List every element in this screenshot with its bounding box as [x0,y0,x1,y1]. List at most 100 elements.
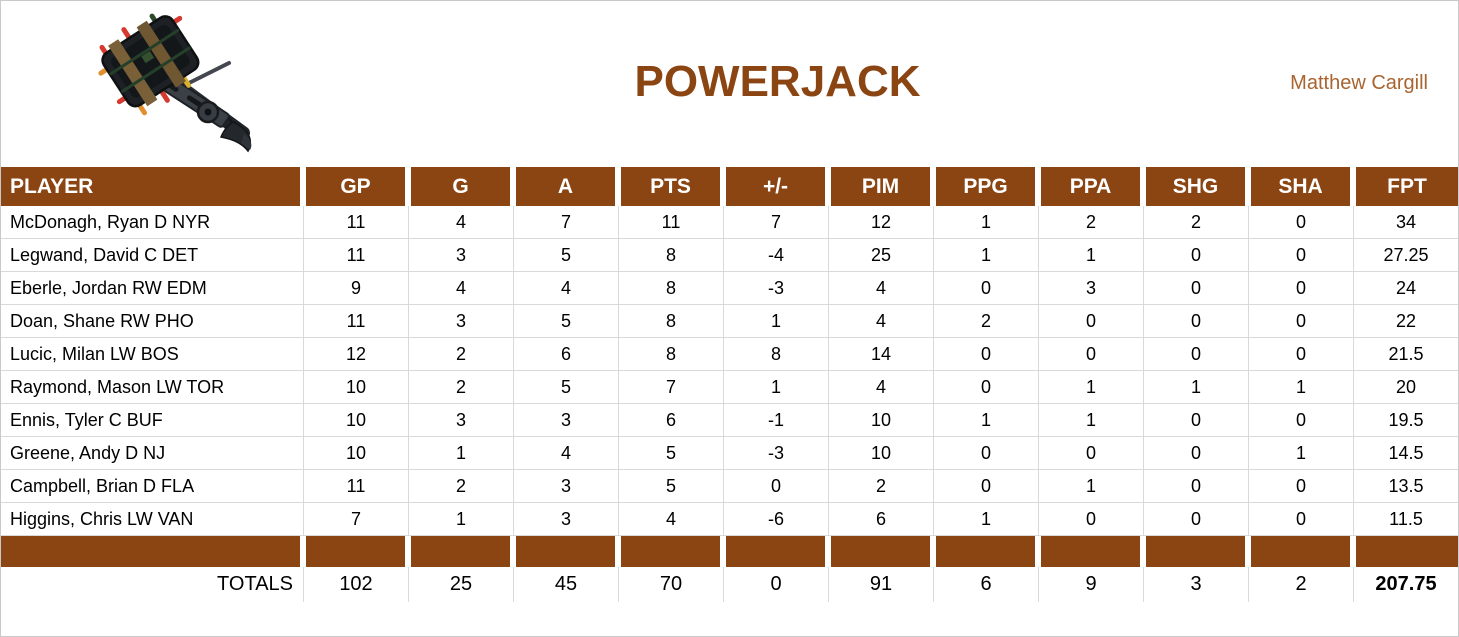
stat-cell: 1 [1248,437,1353,469]
table-row: Ennis, Tyler C BUF 10 3 3 6 -1 10 1 1 0 0 19.5 [1,404,1458,437]
table-row: Greene, Andy D NJ 10 1 4 5 -3 10 0 0 0 1 14.5 [1,437,1458,470]
stat-cell: 8 [618,272,723,304]
stat-cell: 0 [723,470,828,502]
player-name-cell: Higgins, Chris LW VAN [10,509,194,529]
stat-cell: 2 [828,470,933,502]
stat-cell: 10 [828,437,933,469]
stats-table: PLAYER GP G A PTS +/- PIM PPG PPA SHG SHA FPT McDona… [1,167,1458,602]
stat-cell: 0 [1143,239,1248,271]
stat-cell: 2 [1038,206,1143,238]
total-value-cell: 70 [618,567,723,602]
stat-cell: 9 [303,272,408,304]
stat-cell: 0 [933,272,1038,304]
stat-cell: 10 [303,437,408,469]
table-row: Lucic, Milan LW BOS 12 2 6 8 8 14 0 0 0 0 21.5 [1,338,1458,371]
player-name-cell: McDonagh, Ryan D NYR [10,212,211,232]
table-row: Eberle, Jordan RW EDM 9 4 4 8 -3 4 0 3 0 0 24 [1,272,1458,305]
player-name-cell: Doan, Shane RW PHO [10,311,194,331]
stat-cell: 0 [1143,503,1248,535]
player-name-cell: Eberle, Jordan RW EDM [10,278,207,298]
separator-cell [1143,536,1248,567]
stat-cell: 24 [1353,272,1458,304]
table-row: Legwand, David C DET 11 3 5 8 -4 25 1 1 0 0 27.25 [1,239,1458,272]
stat-cell: 20 [1353,371,1458,403]
stat-cell: 0 [1248,305,1353,337]
stat-cell: 0 [1143,272,1248,304]
stat-cell: 0 [1143,470,1248,502]
stat-cell: 0 [1248,206,1353,238]
page-title: POWERJACK [634,57,921,106]
stat-cell: 5 [618,470,723,502]
report-header: POWERJACK Matthew Cargill [1,1,1458,167]
column-header-gp: GP [303,167,408,206]
stat-cell: 4 [513,272,618,304]
powerjack-weapon-image [98,13,252,153]
column-header-ppa: PPA [1038,167,1143,206]
stat-cell: 1 [1143,371,1248,403]
stat-cell: 5 [618,437,723,469]
column-header-player: PLAYER [1,167,303,206]
stat-cell: 21.5 [1353,338,1458,370]
stat-cell: 10 [303,371,408,403]
owner-name: Matthew Cargill [1290,72,1428,94]
stat-cell: 3 [408,305,513,337]
stat-cell: 1 [408,437,513,469]
table-totals-row: TOTALS 102 25 45 70 0 91 6 9 3 2 207.75 [1,567,1458,602]
stat-cell: 19.5 [1353,404,1458,436]
stat-cell: 1 [933,239,1038,271]
stat-cell: 0 [1248,503,1353,535]
stat-cell: 6 [513,338,618,370]
stat-cell: 0 [1038,338,1143,370]
total-value-cell: 102 [303,567,408,602]
separator-cell [1,536,303,567]
stat-cell: 2 [408,470,513,502]
total-value-cell: 0 [723,567,828,602]
stat-cell: 0 [1038,437,1143,469]
total-value-cell: 9 [1038,567,1143,602]
stat-cell: 14.5 [1353,437,1458,469]
stat-cell: 4 [828,371,933,403]
total-value-cell: 25 [408,567,513,602]
player-name-cell: Campbell, Brian D FLA [10,476,195,496]
separator-cell [618,536,723,567]
stat-cell: 3 [408,404,513,436]
table-row: Higgins, Chris LW VAN 7 1 3 4 -6 6 1 0 0 0 11.5 [1,503,1458,536]
stat-cell: 4 [408,206,513,238]
stat-cell: 11 [303,206,408,238]
stat-cell: 12 [828,206,933,238]
total-value-cell: 45 [513,567,618,602]
stat-cell: 0 [1248,404,1353,436]
stat-cell: 1 [723,371,828,403]
stat-cell: 7 [513,206,618,238]
stat-cell: 5 [513,239,618,271]
stat-cell: -1 [723,404,828,436]
stat-cell: 0 [1143,305,1248,337]
player-name-cell: Greene, Andy D NJ [10,443,166,463]
player-name-cell: Raymond, Mason LW TOR [10,377,225,397]
stat-cell: 3 [513,404,618,436]
column-header-shg: SHG [1143,167,1248,206]
column-header-ppg: PPG [933,167,1038,206]
stat-cell: 0 [933,437,1038,469]
separator-cell [828,536,933,567]
stat-cell: 2 [408,371,513,403]
stat-cell: -3 [723,437,828,469]
stat-cell: 2 [1143,206,1248,238]
stat-cell: 3 [1038,272,1143,304]
separator-row [1,536,1458,567]
stat-cell: 13.5 [1353,470,1458,502]
total-value-cell: 207.75 [1353,567,1458,602]
player-name-cell: Ennis, Tyler C BUF [10,410,163,430]
stat-cell: 0 [1143,437,1248,469]
stat-cell: 5 [513,305,618,337]
total-value-cell: 3 [1143,567,1248,602]
stat-cell: 8 [618,305,723,337]
separator-cell [408,536,513,567]
stat-cell: 11 [303,239,408,271]
column-header-: +/- [723,167,828,206]
stat-cell: 27.25 [1353,239,1458,271]
stat-cell: 10 [303,404,408,436]
stat-cell: -4 [723,239,828,271]
stat-cell: 11 [303,470,408,502]
separator-cell [303,536,408,567]
